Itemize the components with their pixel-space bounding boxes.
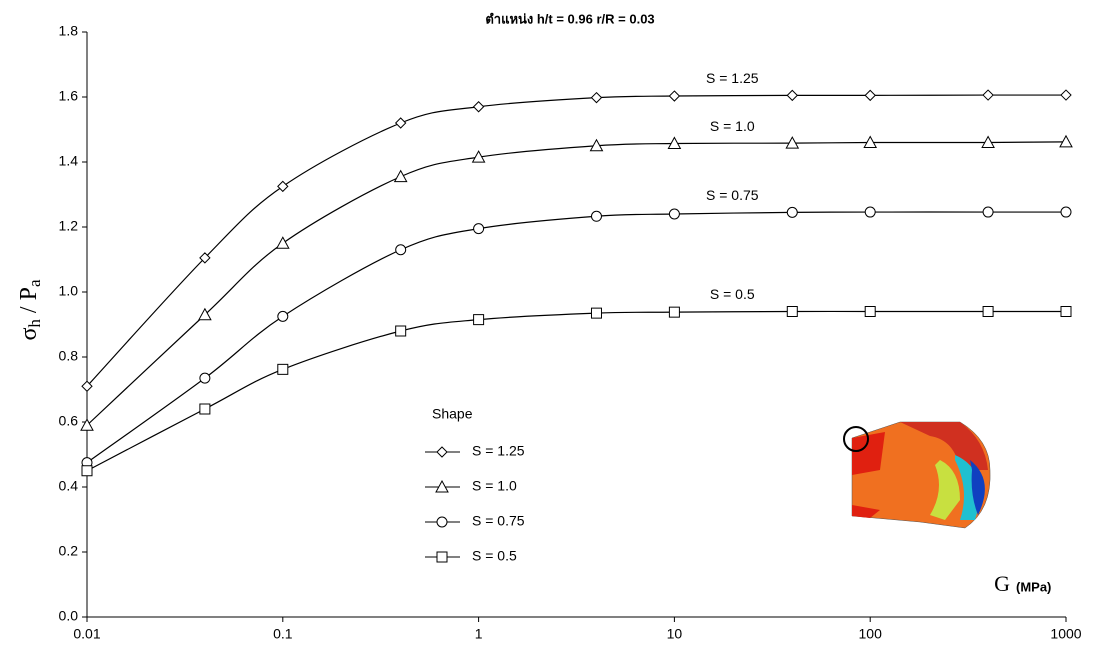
y-label-part: h: [25, 319, 44, 328]
y-tick-label: 0.8: [59, 348, 79, 364]
marker: [81, 380, 93, 392]
marker: [395, 244, 407, 256]
marker: [1059, 134, 1073, 148]
legend-title: Shape: [432, 406, 473, 422]
x-tick-label: 10: [667, 626, 683, 642]
legend-label: S = 1.0: [472, 478, 517, 494]
marker: [982, 306, 994, 317]
marker: [1060, 206, 1072, 218]
marker: [786, 206, 798, 218]
marker: [668, 90, 681, 102]
marker: [393, 169, 408, 183]
marker: [199, 252, 211, 264]
x-tick-label: 0.01: [73, 626, 100, 642]
marker: [590, 210, 602, 222]
y-tick-label: 1.6: [59, 88, 79, 104]
x-tick-label: 1000: [1050, 626, 1081, 642]
marker: [277, 363, 289, 375]
y-label-part: σ: [16, 328, 42, 341]
legend-marker: [436, 446, 448, 458]
marker: [668, 208, 680, 220]
curve-label: S = 1.0: [710, 118, 755, 134]
y-tick-label: 0.4: [59, 478, 79, 494]
marker: [395, 325, 407, 337]
y-axis-label: σh / Pa: [16, 279, 44, 340]
y-tick-label: 0.6: [59, 413, 79, 429]
y-tick-label: 1.0: [59, 283, 79, 299]
marker: [982, 89, 994, 101]
y-label-part: / P: [16, 287, 42, 319]
series-line: [86, 141, 1067, 426]
y-tick-label: 0.2: [59, 543, 79, 559]
y-tick-label: 1.4: [59, 153, 79, 169]
x-tick-label: 1: [475, 626, 483, 642]
marker: [785, 136, 800, 149]
marker: [863, 135, 878, 148]
legend-label: S = 1.25: [472, 443, 525, 459]
marker: [864, 89, 876, 102]
marker: [1060, 306, 1072, 317]
marker: [473, 223, 485, 235]
marker: [471, 150, 486, 163]
marker: [81, 465, 93, 477]
series-line: [86, 310, 1066, 472]
marker: [473, 314, 485, 326]
y-tick-label: 1.2: [59, 218, 79, 234]
series-line: [86, 94, 1067, 387]
marker: [982, 206, 994, 218]
marker: [277, 180, 289, 193]
marker: [275, 236, 290, 249]
y-label-part: a: [25, 279, 44, 287]
marker: [668, 306, 680, 318]
marker: [864, 206, 876, 218]
legend-marker: [435, 479, 449, 493]
marker: [589, 138, 604, 152]
curve-label: S = 1.25: [706, 70, 759, 86]
legend-label: S = 0.75: [472, 513, 525, 529]
marker: [590, 307, 602, 319]
curve-label: S = 0.5: [710, 286, 755, 302]
marker: [1060, 89, 1072, 101]
legend-marker: [436, 516, 448, 528]
curve-label: S = 0.75: [706, 187, 759, 203]
y-tick-label: 0.0: [59, 608, 79, 624]
legend-label: S = 0.5: [472, 548, 517, 564]
x-tick-label: 0.1: [273, 626, 293, 642]
marker: [199, 403, 211, 415]
marker: [864, 306, 876, 317]
marker: [786, 306, 798, 317]
marker: [394, 117, 407, 129]
marker: [786, 89, 798, 102]
marker: [277, 310, 289, 322]
x-axis-label: G: [994, 571, 1010, 596]
x-axis-unit: (MPa): [1016, 579, 1051, 594]
marker: [667, 136, 682, 149]
marker: [981, 135, 995, 148]
marker: [199, 372, 211, 384]
x-tick-label: 100: [859, 626, 883, 642]
marker: [590, 91, 603, 104]
y-tick-label: 1.8: [59, 23, 79, 39]
chart-title: ตำแหน่ง h/t = 0.96 r/R = 0.03: [485, 11, 654, 26]
series-line: [86, 211, 1066, 464]
marker: [80, 418, 94, 431]
legend-marker: [436, 551, 448, 563]
marker: [472, 101, 485, 113]
marker: [198, 307, 212, 321]
fea-inset: [843, 421, 991, 529]
